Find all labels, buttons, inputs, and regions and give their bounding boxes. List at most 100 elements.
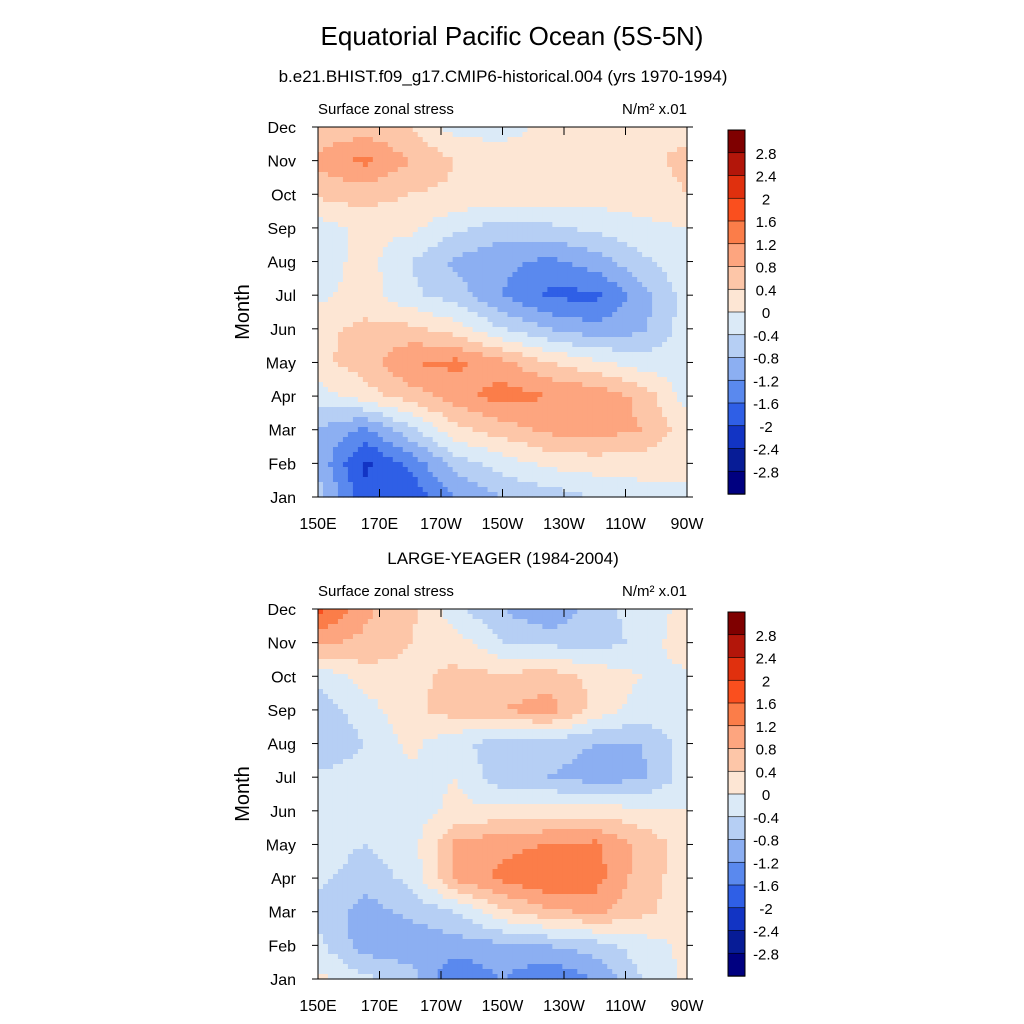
field-cell [322, 332, 329, 338]
field-cell [617, 392, 623, 398]
field-cell [532, 312, 539, 318]
field-cell [497, 252, 504, 258]
field-cell [682, 392, 688, 398]
field-cell [417, 157, 424, 163]
field-cell [467, 357, 474, 363]
field-cell [402, 132, 409, 138]
field-cell [318, 272, 324, 278]
field-cell [377, 147, 384, 153]
field-cell [507, 147, 514, 153]
field-cell [667, 362, 673, 368]
field-cell [652, 202, 658, 208]
field-cell [382, 397, 389, 403]
field-cell [502, 192, 509, 198]
field-cell [622, 192, 628, 198]
field-cell [327, 227, 334, 233]
field-cell [577, 292, 583, 298]
field-cell [412, 422, 419, 428]
field-cell [562, 452, 568, 458]
field-cell [552, 397, 558, 403]
field-cell [322, 152, 329, 158]
field-cell [632, 232, 638, 238]
field-cell [617, 447, 623, 453]
field-cell [617, 272, 623, 278]
field-cell [572, 397, 578, 403]
field-cell [592, 447, 598, 453]
field-cell [357, 422, 364, 428]
field-cell [427, 427, 434, 433]
field-cell [472, 262, 479, 268]
field-cell [672, 127, 678, 133]
field-cell [442, 422, 449, 428]
field-cell [622, 342, 628, 348]
field-cell [587, 377, 593, 383]
field-cell [337, 422, 344, 428]
field-cell [492, 347, 499, 353]
field-cell [532, 172, 539, 178]
field-cell [657, 322, 663, 328]
field-cell [422, 137, 429, 143]
field-cell [342, 417, 349, 423]
field-cell [407, 372, 414, 378]
field-cell [452, 282, 459, 288]
field-cell [352, 442, 359, 448]
field-cell [322, 407, 329, 413]
field-cell [617, 262, 623, 268]
field-cell [642, 157, 648, 163]
field-cell [577, 272, 583, 278]
field-cell [572, 242, 578, 248]
field-cell [677, 342, 683, 348]
field-cell [407, 187, 414, 193]
field-cell [662, 337, 668, 343]
field-cell [507, 312, 514, 318]
field-cell [662, 327, 668, 333]
field-cell [537, 387, 543, 393]
field-cell [542, 422, 548, 428]
field-cell [582, 277, 588, 283]
field-cell [447, 172, 454, 178]
field-cell [407, 462, 414, 468]
field-cell [407, 277, 414, 283]
field-cell [557, 182, 563, 188]
field-cell [377, 312, 384, 318]
field-cell [377, 402, 384, 408]
field-cell [382, 367, 389, 373]
field-cell [607, 302, 613, 308]
field-cell [477, 397, 484, 403]
field-cell [487, 292, 494, 298]
field-cell [367, 342, 374, 348]
field-cell [322, 267, 329, 273]
field-cell [612, 137, 618, 143]
field-cell [432, 427, 439, 433]
field-cell [472, 462, 479, 468]
field-cell [527, 152, 534, 158]
field-cell [602, 222, 608, 228]
field-cell [487, 137, 494, 143]
field-cell [602, 367, 608, 373]
field-cell [427, 277, 434, 283]
field-cell [462, 222, 469, 228]
field-cell [582, 322, 588, 328]
field-cell [347, 327, 354, 333]
field-cell [397, 127, 404, 133]
field-cell [522, 157, 529, 163]
field-cell [567, 132, 573, 138]
field-cell [677, 392, 683, 398]
field-cell [397, 147, 404, 153]
field-cell [352, 302, 359, 308]
field-cell [527, 197, 534, 203]
field-cell [437, 377, 444, 383]
field-cell [352, 187, 359, 193]
field-cell [442, 207, 449, 213]
field-cell [352, 422, 359, 428]
field-cell [332, 407, 339, 413]
field-cell [597, 342, 603, 348]
field-cell [532, 227, 539, 233]
field-cell [642, 192, 648, 198]
field-cell [382, 287, 389, 293]
field-cell [602, 182, 608, 188]
field-cell [532, 202, 539, 208]
field-cell [437, 287, 444, 293]
field-cell [557, 187, 563, 193]
field-cell [447, 227, 454, 233]
